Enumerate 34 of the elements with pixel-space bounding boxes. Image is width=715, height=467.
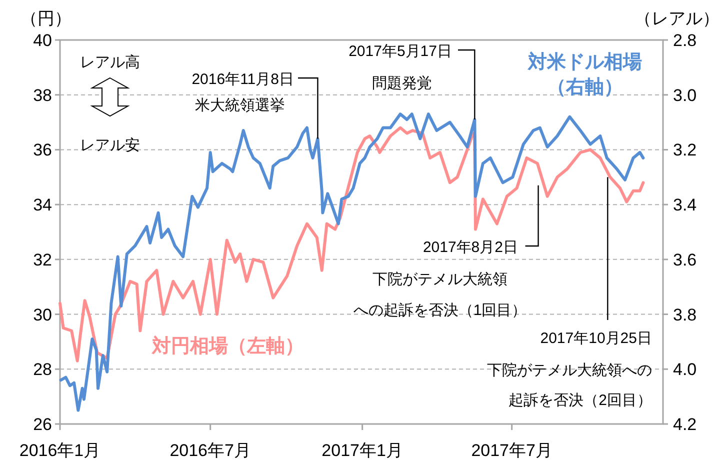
annotation: 下院がテメル大統領への起訴を否決（2回目）: [487, 362, 652, 409]
x-tick-label: 2017年7月: [471, 441, 552, 460]
y2-tick-label: 4.2: [673, 415, 697, 434]
y2-axis-title: （レアル）: [634, 9, 715, 28]
y2-tick-label: 3.2: [673, 140, 697, 160]
x-tick-label: 2017年1月: [322, 441, 403, 460]
y2-tick-label: 3.4: [673, 196, 697, 215]
y2-tick-label: 3.8: [673, 305, 697, 324]
y2-tick-label: 3.0: [673, 86, 697, 105]
annotation: レアル安: [80, 137, 140, 154]
y2-tick-label: 4.0: [673, 360, 697, 380]
annotation: 米大統領選挙: [195, 97, 285, 114]
y-tick-label: 32: [33, 250, 52, 270]
x-tick-label: 2016年7月: [170, 441, 251, 460]
x-tick-label: 2016年1月: [19, 441, 101, 460]
annotation: 2017年5月17日: [348, 43, 452, 60]
annotation: 下院がテメル大統領への起訴を否決（1回目）: [353, 271, 527, 319]
series-label: 対円相場（左軸）: [151, 335, 304, 357]
y-tick-label: 34: [33, 196, 52, 215]
y-tick-label: 30: [33, 305, 52, 324]
annotation: 2017年10月25日: [540, 330, 652, 347]
y-tick-label: 36: [33, 140, 52, 160]
annotation: 問題発覚: [372, 75, 432, 92]
annotation: レアル高: [80, 54, 140, 71]
y-tick-label: 40: [33, 31, 52, 50]
y-axis-title: （円）: [20, 9, 72, 28]
y2-tick-label: 2.8: [673, 31, 697, 50]
y-tick-label: 38: [33, 86, 52, 105]
annotation: 2017年8月2日: [422, 239, 518, 256]
annotation: 2016年11月8日: [192, 71, 294, 88]
y-tick-label: 26: [33, 415, 52, 434]
series-label: 対米ドル相場（右軸）: [527, 51, 642, 98]
y-tick-label: 28: [33, 360, 52, 380]
y2-tick-label: 3.6: [673, 250, 697, 270]
